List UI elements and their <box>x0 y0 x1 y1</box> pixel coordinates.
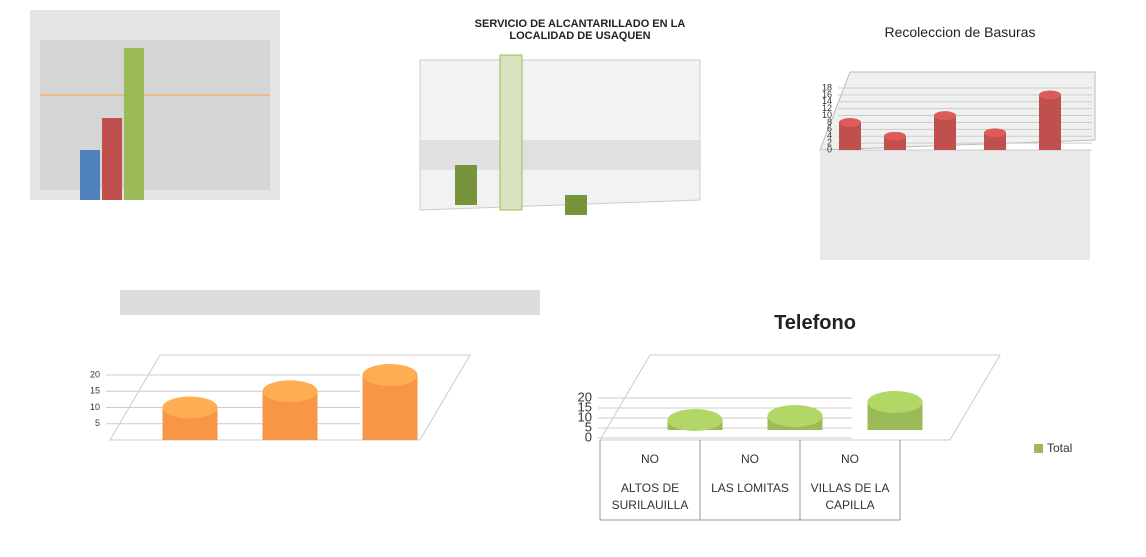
bar-top <box>934 111 956 120</box>
decor-bar <box>455 165 477 205</box>
bar-top <box>867 391 923 413</box>
y-tick-label: 10 <box>822 110 832 120</box>
y-tick-label: 0 <box>585 429 592 444</box>
y-tick-label: 8 <box>827 117 832 127</box>
y-tick-label: 4 <box>827 131 832 141</box>
x-tick-label: VILLAS DE LA CAPILLA <box>810 481 890 512</box>
y-tick-label: 6 <box>827 124 832 134</box>
bar-top <box>262 380 318 403</box>
decor-area <box>820 150 1090 260</box>
group-label: NO <box>641 452 659 466</box>
bar <box>839 122 861 150</box>
floor <box>599 354 1001 441</box>
x-tick-label: LAS LOMITAS <box>711 481 789 495</box>
decor-bar <box>499 54 523 211</box>
x-tick-label: ALTOS DE SURILAUILLA <box>611 481 689 512</box>
legend-label: Total <box>1047 441 1072 455</box>
y-tick-label: 0 <box>827 144 832 154</box>
y-tick-label: 12 <box>822 103 832 113</box>
bar-top <box>667 409 723 431</box>
y-tick-label: 2 <box>827 137 832 147</box>
bar-top <box>984 128 1006 138</box>
bar-top <box>162 396 218 419</box>
bar <box>984 132 1006 150</box>
y-tick-label: 5 <box>585 419 592 434</box>
y-tick-label: 10 <box>578 409 592 424</box>
x-tick-label-box: LAS LOMITAS <box>711 481 789 495</box>
bar-top <box>362 364 418 386</box>
y-tick-label: 20 <box>578 389 592 404</box>
bar <box>934 115 956 150</box>
chart-title: Telefono <box>774 312 856 334</box>
decor-bar <box>80 150 100 200</box>
bar <box>1039 94 1061 150</box>
bar-top <box>839 118 861 127</box>
decor-bar <box>565 195 587 215</box>
y-tick-label: 14 <box>822 96 832 106</box>
legend-swatch <box>1034 444 1043 453</box>
chart-title: SERVICIO DE ALCANTARILLADO EN LA LOCALID… <box>474 18 686 42</box>
y-tick-label: 10 <box>90 402 100 412</box>
y-tick-label: 18 <box>822 82 832 92</box>
bar-top <box>767 405 823 427</box>
group-label: NO <box>741 452 759 466</box>
y-tick-label: 5 <box>95 418 100 428</box>
chart-title: Recoleccion de Basuras <box>884 24 1036 40</box>
decor-band <box>120 290 540 315</box>
y-tick-label: 15 <box>90 386 100 396</box>
bar-top <box>884 131 906 141</box>
bar-top <box>1039 90 1061 100</box>
decor-bar <box>102 118 122 200</box>
decor-bar <box>124 48 144 200</box>
y-tick-label: 15 <box>578 399 592 414</box>
x-tick-label-box: ALTOS DE SURILAUILLA <box>611 481 689 512</box>
x-tick-label-box: VILLAS DE LA CAPILLA <box>810 481 890 512</box>
y-tick-label: 16 <box>822 89 832 99</box>
y-tick-label: 20 <box>90 369 100 379</box>
plot-background <box>40 40 270 190</box>
group-label: NO <box>841 452 859 466</box>
